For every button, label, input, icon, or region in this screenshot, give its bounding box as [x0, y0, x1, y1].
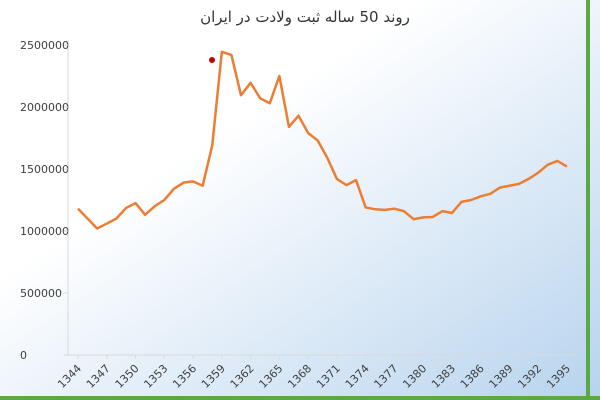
stray-dot — [209, 57, 215, 63]
y-tick-label: 2500000 — [20, 39, 69, 52]
y-tick-label: 2000000 — [20, 101, 69, 114]
line-series — [77, 50, 568, 230]
frame-edge — [0, 396, 600, 400]
chart-title: روند 50 ساله ثبت ولادت در ایران — [200, 8, 410, 26]
frame-edge — [586, 0, 590, 400]
y-tick-label: 0 — [20, 349, 27, 362]
y-tick-label: 1500000 — [20, 163, 69, 176]
y-tick-label: 1000000 — [20, 225, 69, 238]
y-tick-label: 500000 — [20, 287, 62, 300]
